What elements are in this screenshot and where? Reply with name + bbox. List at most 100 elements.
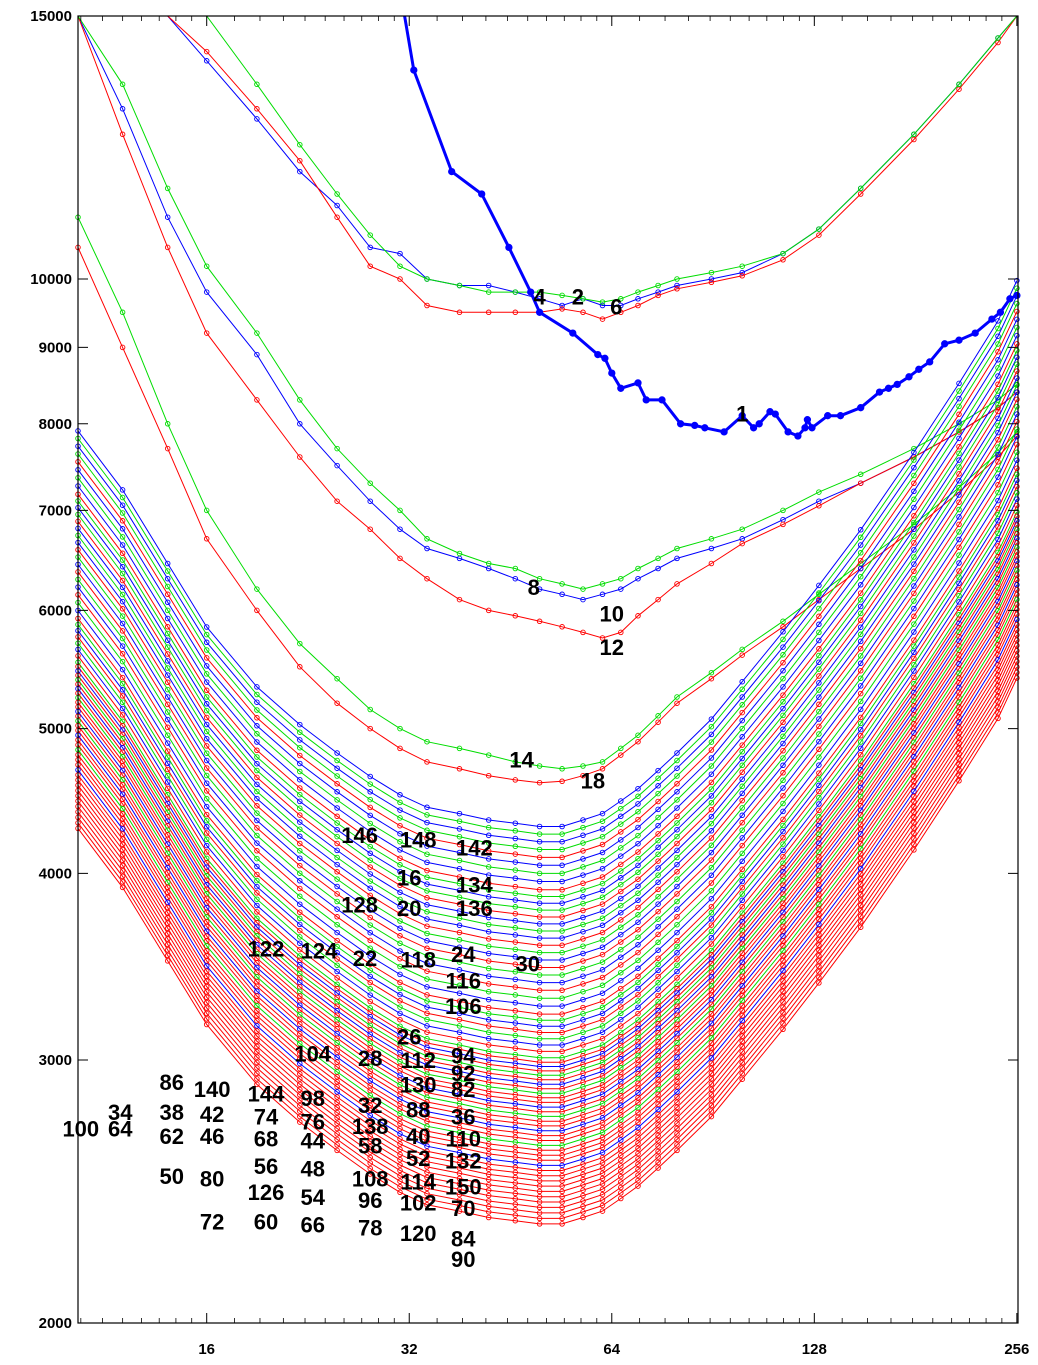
series-point [780, 667, 786, 674]
series-point [956, 411, 962, 418]
series-point [857, 471, 864, 478]
series-point [456, 998, 463, 1004]
series-point [599, 1144, 606, 1151]
curve-label: 46 [200, 1124, 224, 1149]
series-point [618, 1152, 624, 1159]
series-point [708, 820, 715, 827]
series-point [297, 885, 303, 892]
series-point [674, 826, 680, 833]
series-point [456, 1208, 463, 1214]
series-line [77, 520, 1018, 1067]
series-point [456, 1160, 463, 1166]
series-point [674, 1120, 680, 1126]
series-point [397, 903, 403, 910]
highlight-series-point [801, 424, 809, 432]
series-point [164, 920, 171, 926]
series-point [739, 858, 745, 865]
series-point [857, 542, 864, 548]
series-point [485, 772, 492, 779]
series-point [254, 883, 260, 890]
series-point [164, 560, 171, 567]
series-point [956, 719, 962, 726]
curve-label: 8 [528, 575, 540, 600]
series-point [424, 812, 430, 818]
series-point [708, 864, 715, 871]
series-point [618, 798, 624, 804]
series-point [956, 729, 962, 736]
series-line [77, 560, 1018, 1108]
series-point [536, 979, 543, 986]
series-point [456, 901, 463, 907]
series-point [780, 629, 786, 635]
highlight-series-point [808, 424, 816, 432]
series-line [77, 614, 1018, 1161]
series-point [599, 1010, 606, 1017]
series-point [485, 981, 492, 987]
series-point [655, 955, 661, 961]
series-point [618, 1195, 624, 1202]
series-point [655, 831, 661, 837]
series-point [674, 950, 680, 956]
series-point [995, 325, 1001, 332]
series-bundle-53 [75, 606, 1020, 1159]
series-point [708, 536, 715, 542]
series-point [674, 883, 680, 890]
series-bundle-34 [75, 517, 1020, 1070]
series-point [367, 773, 373, 780]
highlight-series-point [642, 396, 650, 404]
series-point [599, 967, 606, 973]
series-point [739, 1017, 745, 1024]
series-point [297, 1108, 303, 1114]
series-point [816, 716, 822, 722]
highlight-series-point [691, 421, 699, 430]
series-point [485, 1192, 492, 1199]
series-point [635, 1177, 641, 1184]
curve-label: 44 [300, 1129, 325, 1154]
series-point [956, 427, 962, 434]
series-point [911, 136, 917, 143]
series-point [857, 698, 864, 705]
series-point [559, 624, 565, 630]
series-point [857, 191, 864, 197]
series-point [367, 244, 373, 251]
series-point [739, 850, 745, 857]
series-point [119, 635, 126, 642]
series-point [119, 868, 126, 874]
series-point [655, 947, 661, 953]
series-point [164, 591, 171, 598]
highlight-series-point [955, 336, 963, 344]
series-point [1014, 621, 1020, 628]
series-point [203, 263, 210, 269]
series-point [857, 565, 864, 572]
series-bundle-37 [75, 531, 1020, 1083]
series-point [780, 726, 786, 733]
series-line [77, 492, 1018, 1040]
series-point [816, 969, 822, 975]
series-point [674, 282, 680, 289]
series-point [334, 1109, 340, 1116]
series-point [456, 1004, 463, 1011]
series-point [456, 596, 463, 603]
series-point [424, 1169, 430, 1175]
series-point [655, 858, 661, 864]
series-point [254, 1070, 260, 1077]
series-point [559, 1167, 565, 1174]
series-point [536, 823, 543, 830]
series-point [674, 581, 680, 587]
series-point [599, 591, 606, 598]
highlight-series-point [720, 428, 728, 436]
series-point [995, 394, 1001, 401]
series-point [995, 536, 1001, 543]
series-point [599, 1160, 606, 1166]
series-point [512, 613, 519, 619]
series-point [739, 1038, 745, 1045]
series-point [995, 530, 1001, 536]
series-point [119, 873, 126, 880]
series-line [77, 677, 1018, 1225]
series-point [580, 1214, 586, 1221]
series-point [254, 586, 260, 592]
series-point [334, 883, 340, 890]
series-point [780, 675, 786, 682]
series-point [203, 624, 210, 630]
highlight-series-point [926, 358, 934, 366]
